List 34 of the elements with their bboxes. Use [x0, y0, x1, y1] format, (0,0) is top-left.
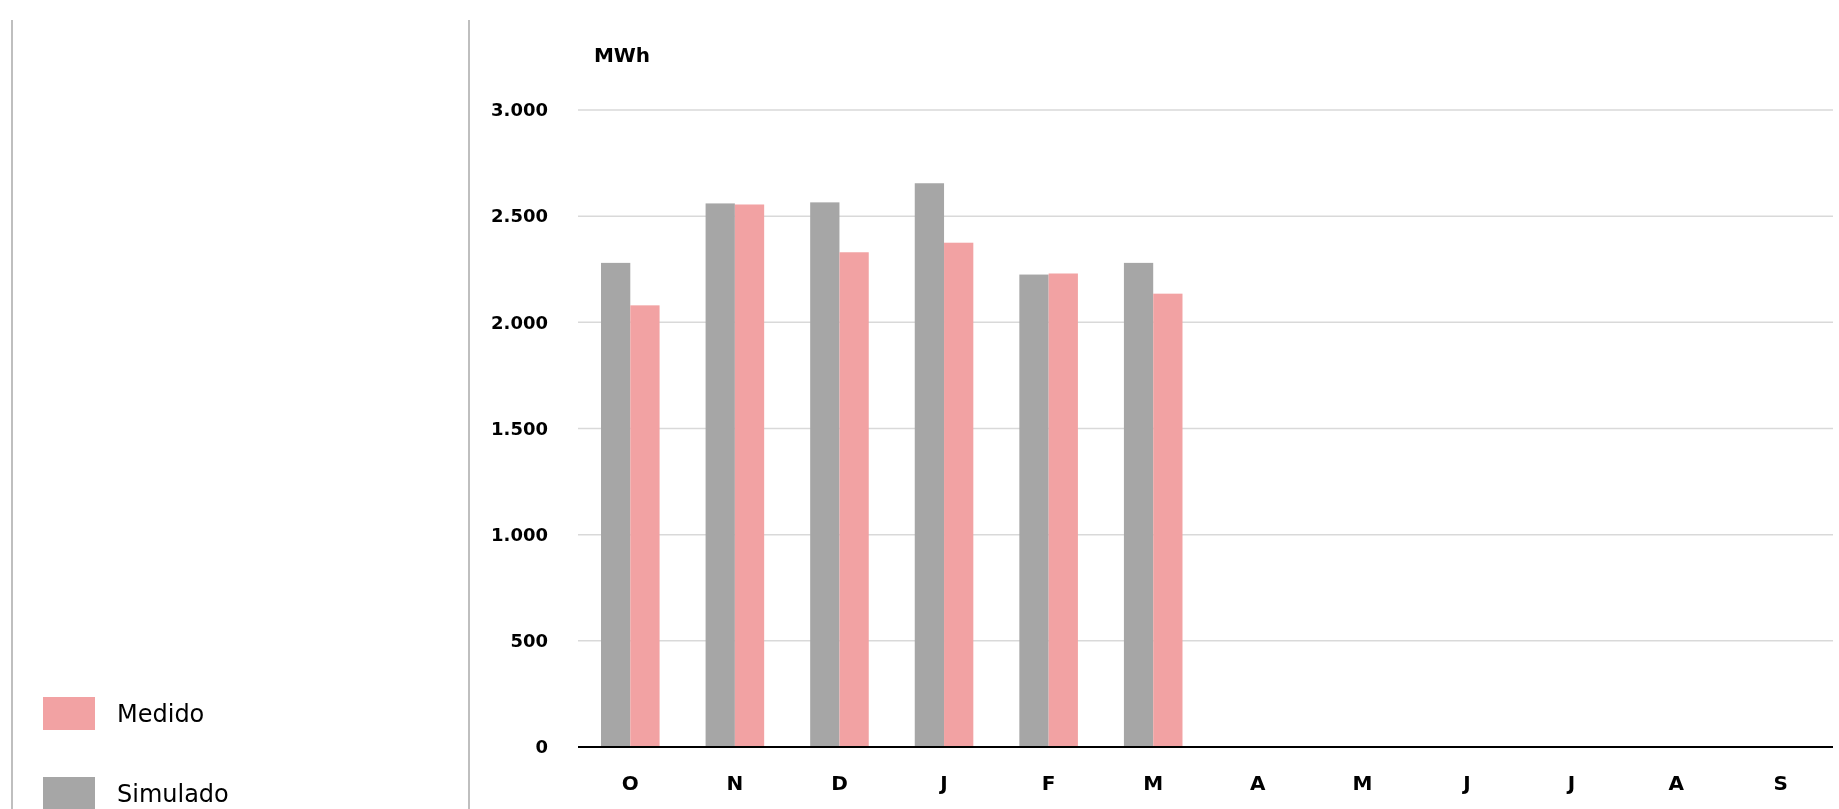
x-tick-label: A [1250, 771, 1267, 795]
y-tick-label: 1.000 [491, 523, 548, 545]
bar [734, 204, 765, 747]
y-tick-label: 2.000 [491, 311, 548, 333]
x-tick-label: J [1461, 771, 1471, 795]
x-tick-label: D [831, 771, 848, 795]
x-tick-label: N [726, 771, 744, 795]
y-tick-label: 500 [510, 630, 548, 652]
x-tick-label: F [1041, 771, 1056, 795]
x-tick-label: M [1143, 771, 1164, 795]
bar [601, 262, 631, 747]
bar [839, 252, 869, 747]
legend-label: Simulado [117, 780, 229, 809]
bar [1153, 293, 1183, 747]
x-tick-label: J [1565, 771, 1576, 795]
x-tick-label: O [621, 771, 639, 795]
bar [705, 203, 735, 747]
x-tick-label: S [1773, 771, 1788, 795]
y-tick-label: 3.000 [491, 99, 548, 121]
bar [1019, 274, 1049, 747]
y-tick-label: 2.500 [491, 205, 548, 227]
y-tick-label: 0 [535, 736, 548, 758]
bar [630, 305, 660, 747]
bar [1048, 273, 1078, 747]
x-tick-label: A [1668, 771, 1685, 795]
x-tick-label: M [1352, 771, 1373, 795]
legend-label: Medido [117, 700, 205, 729]
bar [914, 183, 945, 747]
x-tick-label: J [938, 771, 948, 795]
bar [810, 202, 840, 747]
bar [1123, 262, 1154, 747]
y-tick-label: 1.500 [491, 417, 548, 439]
y-axis-title: MWh [593, 43, 651, 67]
bar [944, 242, 974, 747]
